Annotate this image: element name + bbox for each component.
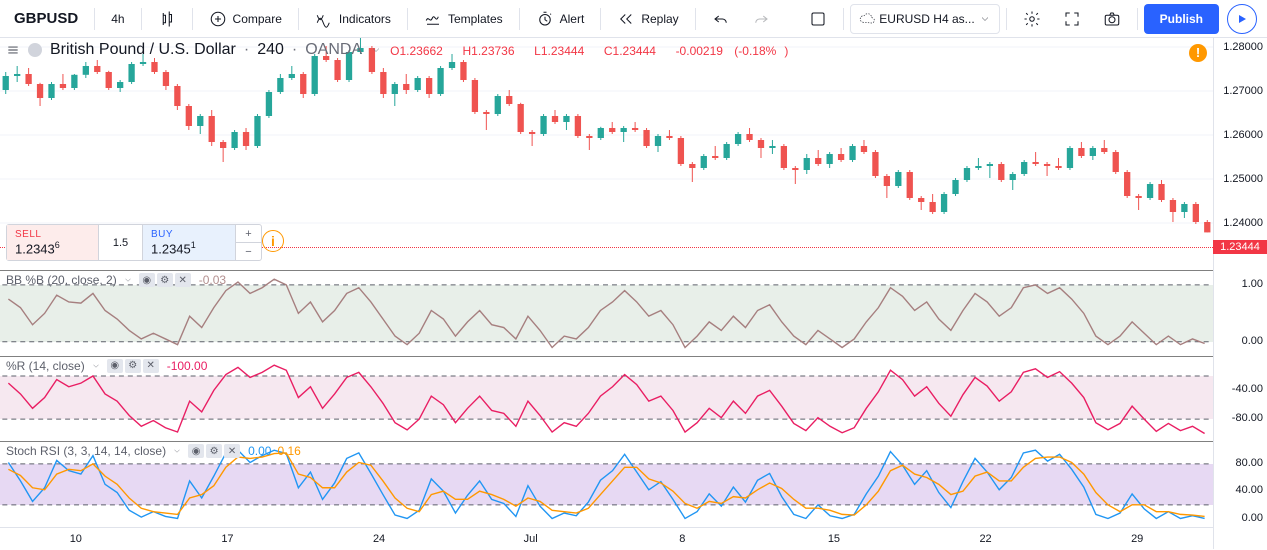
price-axis[interactable]: 1.280001.270001.260001.250001.240001.234… (1213, 38, 1267, 549)
publish-button[interactable]: Publish (1144, 4, 1219, 34)
gear-icon (1023, 10, 1041, 28)
spread-value: 1.5 (99, 225, 143, 260)
price-pane[interactable]: British Pound / U.S. Dollar · 240 · OAND… (0, 38, 1213, 270)
srsi-k-value: 0.00 (248, 444, 271, 458)
undo-button[interactable] (702, 4, 740, 34)
chevron-down-icon (979, 13, 991, 25)
redo-icon (752, 10, 770, 28)
templates-button[interactable]: Templates (414, 4, 513, 34)
layout-icon (809, 10, 827, 28)
hamburger-icon[interactable] (6, 43, 20, 57)
chevron-down-icon[interactable] (172, 446, 182, 456)
play-button[interactable] (1227, 4, 1257, 34)
bb-pane[interactable]: BB %B (20, close, 2) ◉⚙✕ -0.03 (0, 270, 1213, 356)
bb-name: BB %B (20, close, 2) (6, 273, 117, 287)
wr-name: %R (14, close) (6, 359, 85, 373)
symbol-legend: British Pound / U.S. Dollar · 240 · OAND… (6, 41, 796, 59)
qty-plus-button[interactable]: + (236, 225, 261, 243)
eye-icon[interactable]: ◉ (107, 359, 123, 373)
srsi-d-value: 0.16 (277, 444, 300, 458)
chevron-down-icon[interactable] (91, 361, 101, 371)
symbol-resolution: 240 (257, 41, 284, 59)
srsi-pane[interactable]: Stoch RSI (3, 3, 14, 14, close) ◉⚙✕ 0.00… (0, 441, 1213, 527)
srsi-controls: ◉⚙✕ (188, 444, 242, 458)
symbol-button[interactable]: GBPUSD (4, 10, 88, 27)
top-toolbar: GBPUSD 4h Compare Indicators Templates A… (0, 0, 1267, 38)
order-info-button[interactable]: i (262, 230, 284, 252)
symbol-title: British Pound / U.S. Dollar (50, 41, 236, 59)
eye-icon[interactable]: ◉ (188, 444, 204, 458)
camera-icon (1103, 10, 1121, 28)
chevron-down-icon[interactable] (370, 44, 382, 56)
srsi-name: Stoch RSI (3, 3, 14, 14, close) (6, 444, 166, 458)
gear-icon[interactable]: ⚙ (157, 273, 173, 287)
qty-minus-button[interactable]: − (236, 243, 261, 260)
alert-icon (536, 10, 554, 28)
wr-controls: ◉⚙✕ (107, 359, 161, 373)
indicators-icon (315, 10, 333, 28)
candlestick-icon (158, 10, 176, 28)
indicators-button[interactable]: Indicators (305, 4, 401, 34)
close-icon[interactable]: ✕ (143, 359, 159, 373)
layout-grid-button[interactable] (799, 4, 837, 34)
fullscreen-icon (1063, 10, 1081, 28)
fullscreen-button[interactable] (1053, 4, 1091, 34)
interval-button[interactable]: 4h (101, 4, 134, 34)
replay-icon (617, 10, 635, 28)
gear-icon[interactable]: ⚙ (206, 444, 222, 458)
sell-button[interactable]: SELL 1.23436 (7, 225, 99, 260)
close-icon[interactable]: ✕ (175, 273, 191, 287)
ohlc-readout: O1.23662 H1.23736 L1.23444 C1.23444 -0.0… (390, 43, 796, 58)
undo-icon (712, 10, 730, 28)
play-icon (1236, 13, 1248, 25)
close-icon[interactable]: ✕ (224, 444, 240, 458)
symbol-provider: OANDA (305, 41, 362, 59)
time-axis[interactable]: 101724Jul8152229 (0, 527, 1213, 549)
eye-icon[interactable]: ◉ (139, 273, 155, 287)
bb-controls: ◉⚙✕ (139, 273, 193, 287)
chevron-down-icon[interactable] (123, 275, 133, 285)
buy-button[interactable]: BUY 1.23451 (143, 225, 235, 260)
wr-pane[interactable]: %R (14, close) ◉⚙✕ -100.00 (0, 356, 1213, 442)
saved-layout-select[interactable]: EURUSD H4 as... (850, 4, 999, 34)
plus-circle-icon (209, 10, 227, 28)
compare-button[interactable]: Compare (199, 4, 292, 34)
replay-button[interactable]: Replay (607, 4, 688, 34)
redo-button[interactable] (742, 4, 780, 34)
warning-badge[interactable]: ! (1189, 44, 1207, 62)
settings-button[interactable] (1013, 4, 1051, 34)
bb-value: -0.03 (199, 273, 226, 287)
candles-style-button[interactable] (148, 4, 186, 34)
wr-value: -100.00 (167, 359, 208, 373)
snapshot-button[interactable] (1093, 4, 1131, 34)
gear-icon[interactable]: ⚙ (125, 359, 141, 373)
chart-workspace: British Pound / U.S. Dollar · 240 · OAND… (0, 38, 1267, 549)
cloud-icon (859, 11, 875, 27)
symbol-flag-icon (28, 43, 42, 57)
alert-button[interactable]: Alert (526, 4, 595, 34)
templates-icon (424, 10, 442, 28)
order-panel: SELL 1.23436 1.5 BUY 1.23451 + − (6, 224, 262, 261)
